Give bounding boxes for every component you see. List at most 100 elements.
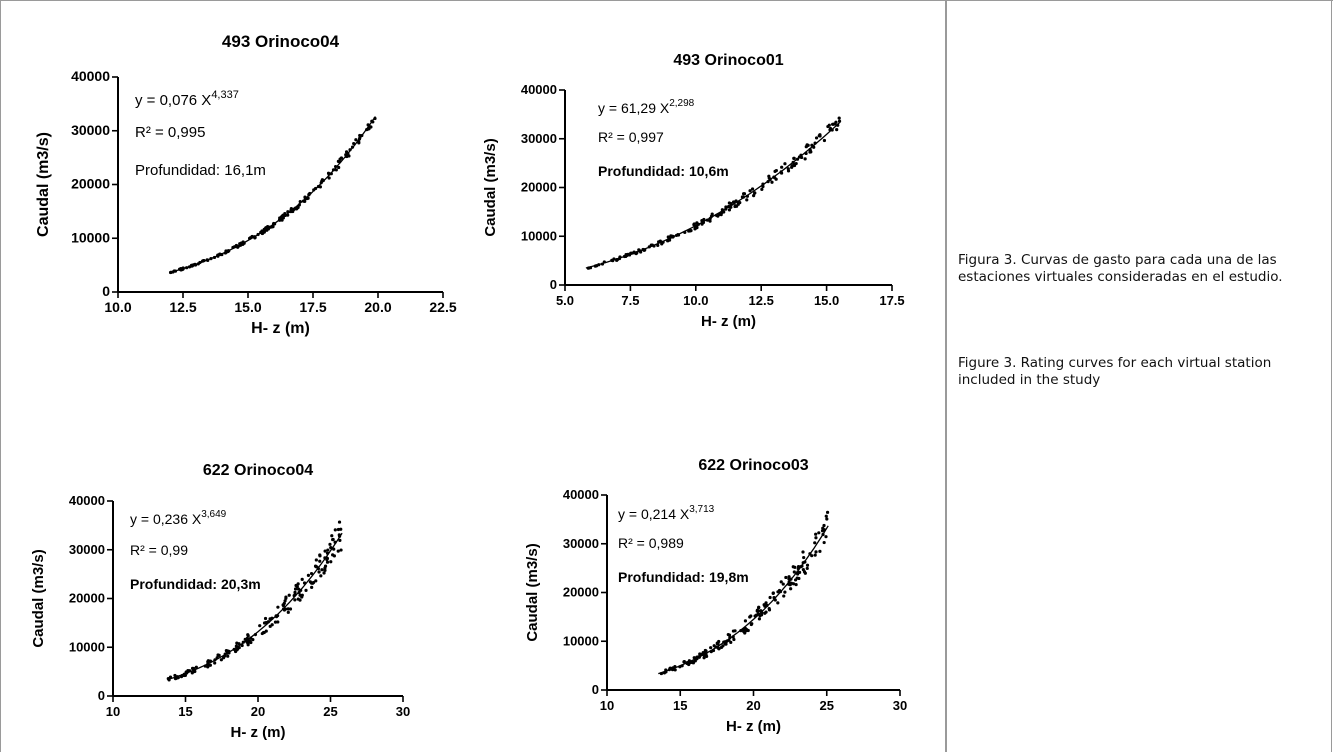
data-point xyxy=(354,138,358,142)
data-point xyxy=(792,156,796,160)
data-point xyxy=(338,538,342,542)
data-point xyxy=(283,599,287,603)
data-point xyxy=(817,531,821,535)
data-point xyxy=(789,587,793,591)
data-point xyxy=(826,124,830,129)
x-tick-label: 30 xyxy=(396,704,410,719)
data-point xyxy=(226,654,230,658)
data-point xyxy=(792,570,796,574)
x-tick-label: 17.5 xyxy=(879,293,904,308)
data-point xyxy=(745,627,749,632)
data-point xyxy=(752,194,756,198)
data-point xyxy=(750,187,755,191)
x-tick-label: 10 xyxy=(600,698,614,713)
x-tick-label: 20.0 xyxy=(364,299,391,315)
y-tick-label: 40000 xyxy=(521,82,557,97)
x-axis-label: H- z (m) xyxy=(701,313,756,330)
data-point xyxy=(206,660,210,664)
data-point xyxy=(774,168,778,173)
equation-base: y = 61,29 X xyxy=(598,100,670,116)
data-point xyxy=(337,165,341,170)
data-point xyxy=(745,198,749,202)
data-point xyxy=(281,603,285,607)
column-divider xyxy=(945,0,947,752)
equation-exponent: 3,649 xyxy=(201,509,226,520)
data-point xyxy=(339,527,343,531)
data-point xyxy=(314,558,318,562)
data-point xyxy=(338,157,342,161)
data-point xyxy=(294,583,298,588)
equation-base: y = 0,214 X xyxy=(618,506,690,522)
data-point xyxy=(824,535,828,539)
data-point xyxy=(801,567,805,572)
data-point xyxy=(783,590,787,594)
data-point xyxy=(814,532,818,536)
equation-base: y = 0,076 X xyxy=(135,92,211,109)
data-point xyxy=(246,643,250,647)
data-point xyxy=(323,566,327,570)
data-point xyxy=(776,590,780,594)
y-axis-label: Caudal (m3/s) xyxy=(35,132,52,237)
data-point xyxy=(802,555,806,560)
data-point xyxy=(695,226,699,230)
x-tick-label: 10 xyxy=(106,704,120,719)
x-tick-label: 15 xyxy=(673,698,687,713)
data-point xyxy=(822,540,826,545)
y-tick-label: 20000 xyxy=(521,180,557,195)
data-point xyxy=(306,573,311,577)
y-tick-label: 10000 xyxy=(69,639,105,654)
data-point xyxy=(300,577,304,581)
data-point xyxy=(727,633,732,637)
equation-label: y = 0,236 X3,649 xyxy=(130,509,227,527)
x-axis-label: H- z (m) xyxy=(726,718,781,735)
data-point xyxy=(186,669,190,673)
data-point xyxy=(288,607,293,611)
data-point xyxy=(782,594,786,598)
data-point xyxy=(336,527,341,532)
data-point xyxy=(263,616,268,621)
y-tick-label: 0 xyxy=(592,682,599,697)
chart-title: 622 Orinoco03 xyxy=(698,457,808,474)
y-tick-label: 30000 xyxy=(563,536,599,551)
data-point xyxy=(784,575,788,580)
y-tick-label: 0 xyxy=(102,283,110,299)
y-tick-label: 10000 xyxy=(563,633,599,648)
data-point xyxy=(319,574,323,578)
data-point xyxy=(813,541,817,545)
y-axis-label: Caudal (m3/s) xyxy=(30,549,47,647)
data-point xyxy=(837,116,841,120)
data-point xyxy=(758,614,762,618)
data-point xyxy=(806,143,810,147)
x-tick-label: 10.0 xyxy=(104,299,131,315)
data-point xyxy=(323,549,327,553)
data-point xyxy=(733,204,737,208)
data-point xyxy=(753,191,757,195)
data-point xyxy=(748,615,752,619)
data-point xyxy=(689,228,693,233)
fit-curve xyxy=(169,116,376,274)
data-point xyxy=(748,189,752,193)
data-point xyxy=(173,673,177,678)
data-point xyxy=(318,553,322,557)
data-point xyxy=(276,620,280,624)
data-point xyxy=(787,575,791,579)
data-point xyxy=(814,136,819,140)
r-squared-label: R² = 0,997 xyxy=(598,129,664,145)
r-squared-label: R² = 0,99 xyxy=(130,542,188,558)
data-point xyxy=(318,559,322,563)
data-point xyxy=(776,601,780,605)
data-point xyxy=(803,571,807,575)
data-point xyxy=(286,610,290,614)
data-point xyxy=(770,180,774,184)
data-point xyxy=(264,621,268,625)
data-point xyxy=(824,514,828,518)
data-point xyxy=(258,624,262,628)
data-point xyxy=(287,593,291,597)
x-tick-label: 15.0 xyxy=(814,293,839,308)
depth-label: Profundidad: 16,1m xyxy=(135,162,266,179)
x-tick-label: 15 xyxy=(178,704,192,719)
r-squared-label: R² = 0,989 xyxy=(618,535,684,551)
data-point xyxy=(334,168,338,172)
data-point xyxy=(233,649,238,654)
y-tick-label: 40000 xyxy=(71,68,110,84)
